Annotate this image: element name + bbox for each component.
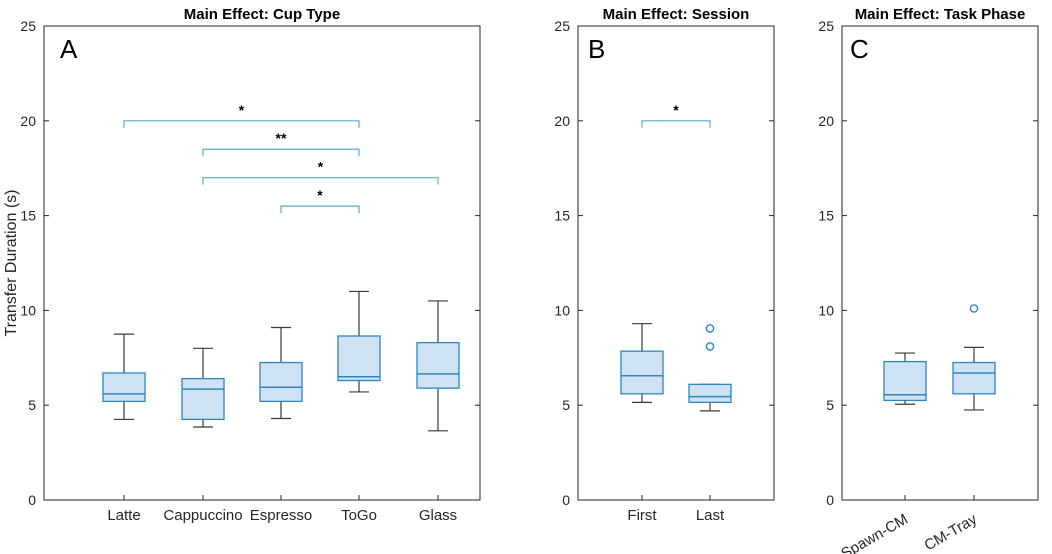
panel-letter: C xyxy=(850,34,869,64)
y-tick-label: 0 xyxy=(826,492,834,508)
chart-title: Main Effect: Task Phase xyxy=(855,6,1026,23)
outlier-point xyxy=(705,342,715,351)
outlier-point xyxy=(969,304,979,313)
y-tick-label: 25 xyxy=(818,18,834,34)
box-latte xyxy=(102,333,146,421)
iqr-box xyxy=(416,341,460,389)
y-tick-label: 25 xyxy=(20,18,36,34)
panel-b: 0 5 10 15 20 25 First Last Main Effect: Session B… xyxy=(554,6,775,524)
iqr-box xyxy=(337,335,381,382)
y-tick-label: 5 xyxy=(28,397,36,413)
bracket-line xyxy=(280,205,360,214)
panel-letter: B xyxy=(588,34,605,64)
box-first xyxy=(620,323,664,403)
y-tick-label: 0 xyxy=(28,492,36,508)
iqr-box xyxy=(259,361,303,403)
x-tick-label: Last xyxy=(696,507,725,524)
iqr-box xyxy=(688,383,732,404)
y-tick-label: 10 xyxy=(818,302,834,318)
iqr-box xyxy=(620,350,664,395)
y-tick-label: 15 xyxy=(554,208,570,224)
y-tick-label: 5 xyxy=(826,397,834,413)
significance-bracket: * xyxy=(202,159,439,185)
y-tick-label: 10 xyxy=(20,302,36,318)
box-espresso xyxy=(259,326,303,420)
significance-bracket: ** xyxy=(202,130,360,157)
bracket-line xyxy=(202,177,439,185)
x-tick-label: ToGo xyxy=(341,507,377,524)
box-last xyxy=(688,324,732,412)
chart-title: Main Effect: Session xyxy=(603,6,750,23)
y-tick-label: 20 xyxy=(20,113,36,129)
box-togo xyxy=(337,290,381,393)
panel-a: 0 5 10 15 20 25 Latte Cappuccino Espresso ToGo Gla… xyxy=(3,6,481,524)
iqr-box xyxy=(102,372,146,403)
significance-label: * xyxy=(317,187,323,203)
y-tick-label: 10 xyxy=(554,302,570,318)
y-tick-label: 5 xyxy=(562,397,570,413)
significance-bracket: * xyxy=(280,187,360,214)
significance-label: ** xyxy=(276,130,287,146)
significance-label: * xyxy=(673,102,679,118)
outlier-point xyxy=(705,324,715,333)
x-tick-label: Cappuccino xyxy=(163,507,242,524)
significance-bracket: * xyxy=(123,102,360,128)
significance-label: * xyxy=(318,159,324,175)
x-tick-label: Spawn-CM xyxy=(838,511,911,554)
box-cm-tray xyxy=(952,304,996,411)
axes-frame xyxy=(577,25,775,501)
y-tick-label: 25 xyxy=(554,18,570,34)
y-tick-label: 20 xyxy=(818,113,834,129)
box-cappuccino xyxy=(181,347,225,428)
panel-c: 0 5 10 15 20 25 Spawn-CM CM-Tray Main Effect: Ta… xyxy=(818,6,1039,554)
box-spawn-cm xyxy=(883,352,927,405)
panel-letter: A xyxy=(60,34,78,64)
axes-frame xyxy=(841,25,1039,501)
box-glass xyxy=(416,300,460,432)
y-tick-label: 15 xyxy=(818,208,834,224)
bracket-line xyxy=(123,120,360,128)
significance-bracket: * xyxy=(641,102,711,128)
x-tick-label: Glass xyxy=(419,507,457,524)
y-tick-label: 0 xyxy=(562,492,570,508)
iqr-box xyxy=(883,360,927,402)
x-tick-label: CM-Tray xyxy=(921,510,980,554)
chart-title: Main Effect: Cup Type xyxy=(184,6,340,23)
x-tick-label: First xyxy=(627,507,657,524)
bracket-line xyxy=(641,120,711,128)
iqr-box xyxy=(952,361,996,395)
significance-label: * xyxy=(239,102,245,118)
x-tick-label: Latte xyxy=(107,507,140,524)
y-tick-label: 15 xyxy=(20,208,36,224)
iqr-box xyxy=(181,378,225,421)
bracket-line xyxy=(202,148,360,157)
x-tick-label: Espresso xyxy=(250,507,313,524)
y-axis-label: Transfer Duration (s) xyxy=(3,190,20,337)
axes-frame xyxy=(43,25,481,501)
y-tick-label: 20 xyxy=(554,113,570,129)
